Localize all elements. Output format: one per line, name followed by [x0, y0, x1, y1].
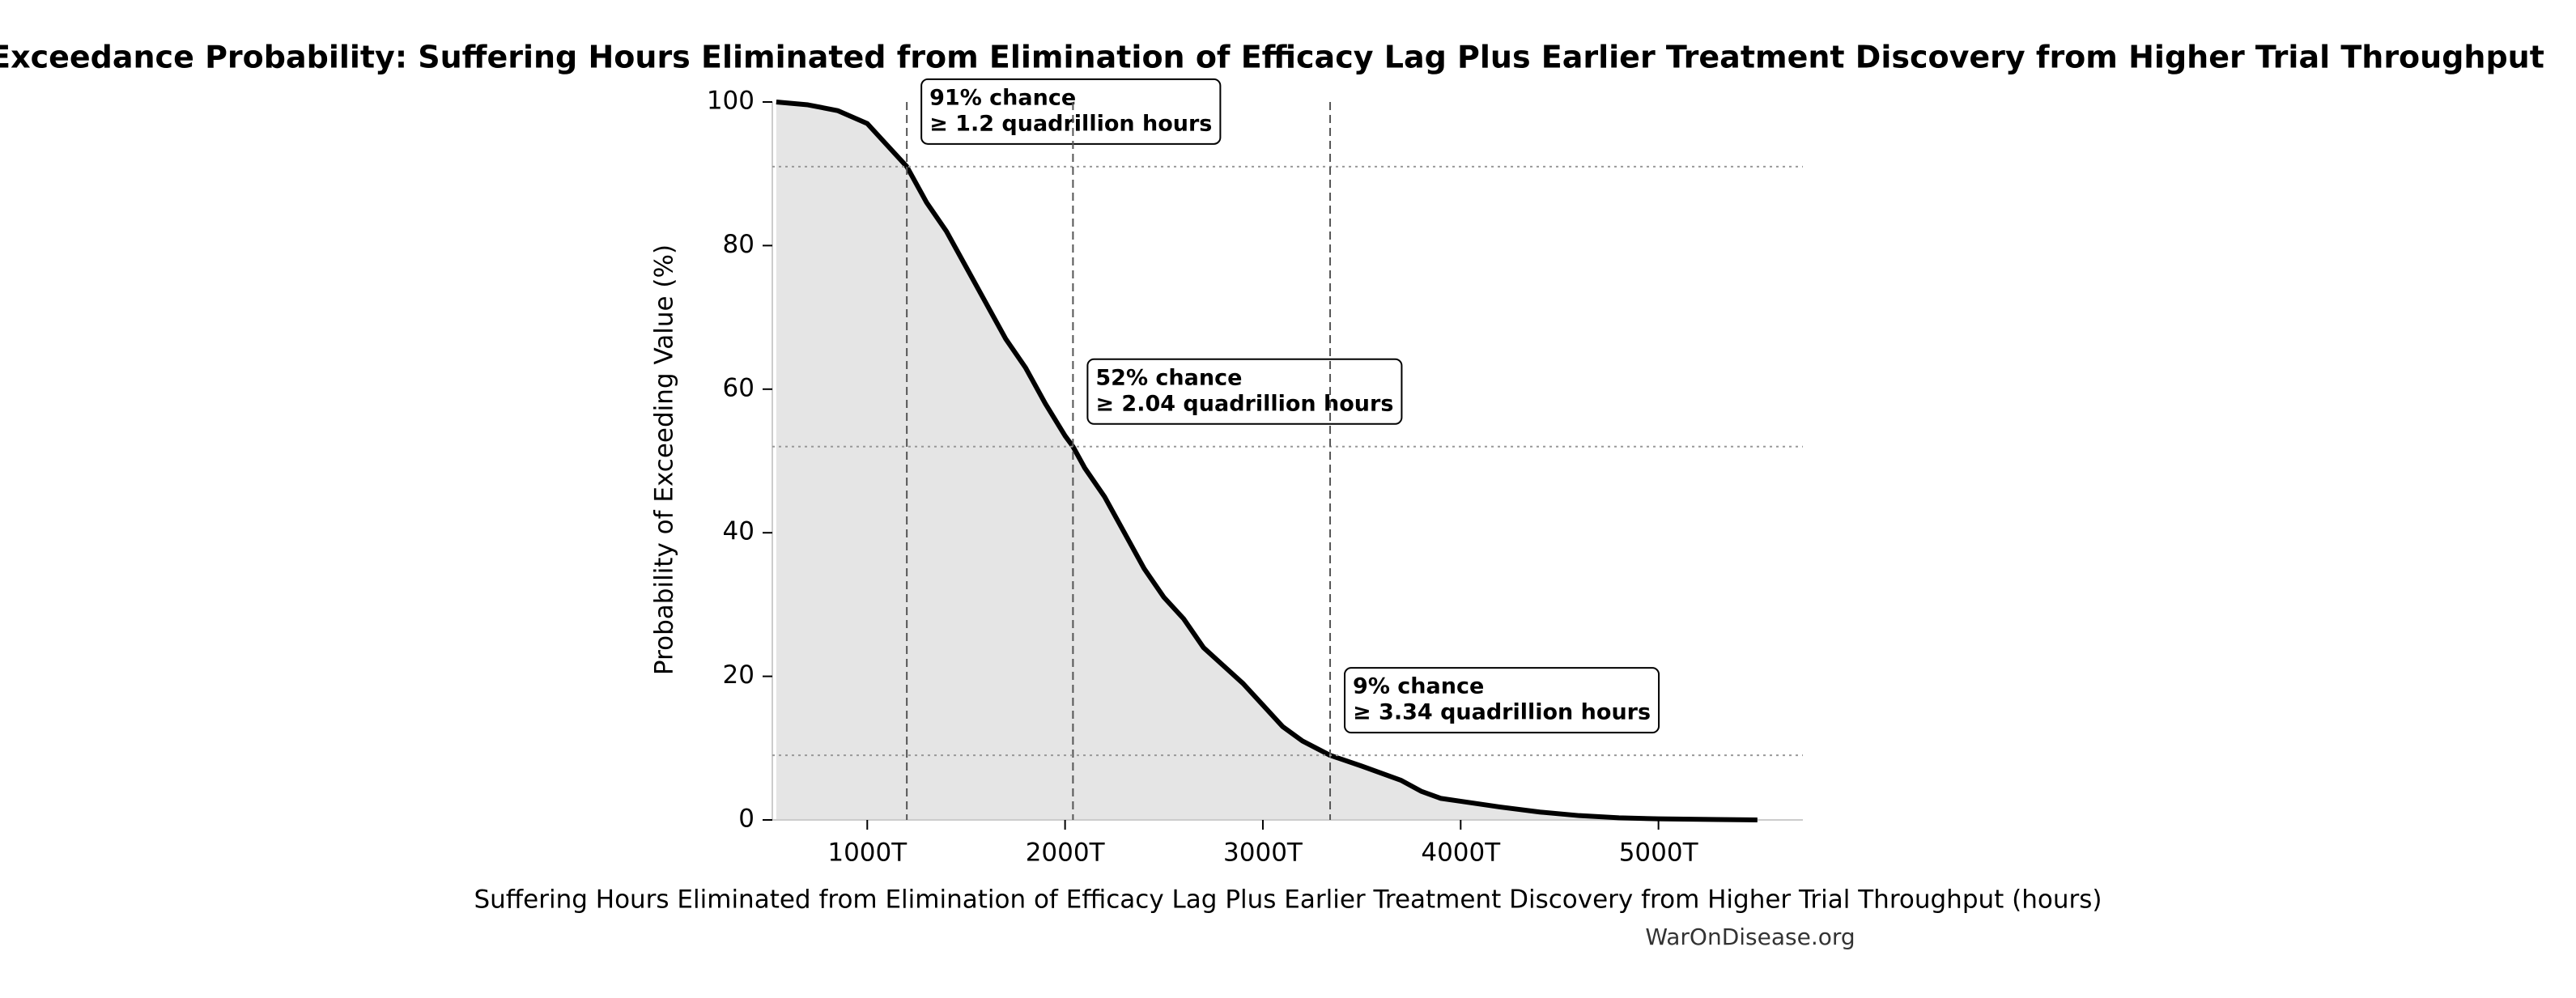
y-tick-label: 20: [723, 660, 755, 690]
annotation-box: [1086, 358, 1403, 425]
annotation-box: [1344, 667, 1660, 734]
line: [776, 100, 1758, 822]
y-tick-label: 0: [738, 805, 755, 834]
annotation: 9% chance≥ 3.34 quadrillion hours: [1344, 667, 1660, 734]
annotation-text: 91% chance: [929, 85, 1076, 110]
watermark: WarOnDisease.org: [1645, 924, 1855, 950]
x-tick-label: 3000T: [1223, 839, 1303, 868]
x-axis-label: Suffering Hours Eliminated from Eliminat…: [474, 885, 2102, 915]
annotation-text: 52% chance: [1095, 365, 1242, 390]
annotation: 52% chance≥ 2.04 quadrillion hours: [1086, 358, 1403, 425]
area: [776, 102, 1758, 820]
y-tick-label: 60: [723, 373, 755, 402]
annotation-text: ≥ 2.04 quadrillion hours: [1095, 391, 1393, 416]
y-tick-label: 40: [723, 517, 755, 546]
annotation-text: ≥ 3.34 quadrillion hours: [1353, 700, 1651, 725]
x-tick-label: 2000T: [1026, 839, 1106, 868]
x-tick-label: 4000T: [1421, 839, 1501, 868]
y-tick-label: 80: [723, 230, 755, 259]
annotation: 91% chance≥ 1.2 quadrillion hours: [920, 78, 1222, 145]
annotation-text: 9% chance: [1353, 674, 1484, 699]
y-axis-label: Probability of Exceeding Value (%): [650, 244, 679, 675]
x-tick-label: 1000T: [827, 839, 908, 868]
annotation-box: [920, 78, 1222, 145]
chart-title: Exceedance Probability: Suffering Hours …: [0, 40, 2544, 75]
y-tick-label: 100: [707, 87, 755, 116]
annotation-text: ≥ 1.2 quadrillion hours: [929, 111, 1212, 136]
x-tick-label: 5000T: [1619, 839, 1699, 868]
